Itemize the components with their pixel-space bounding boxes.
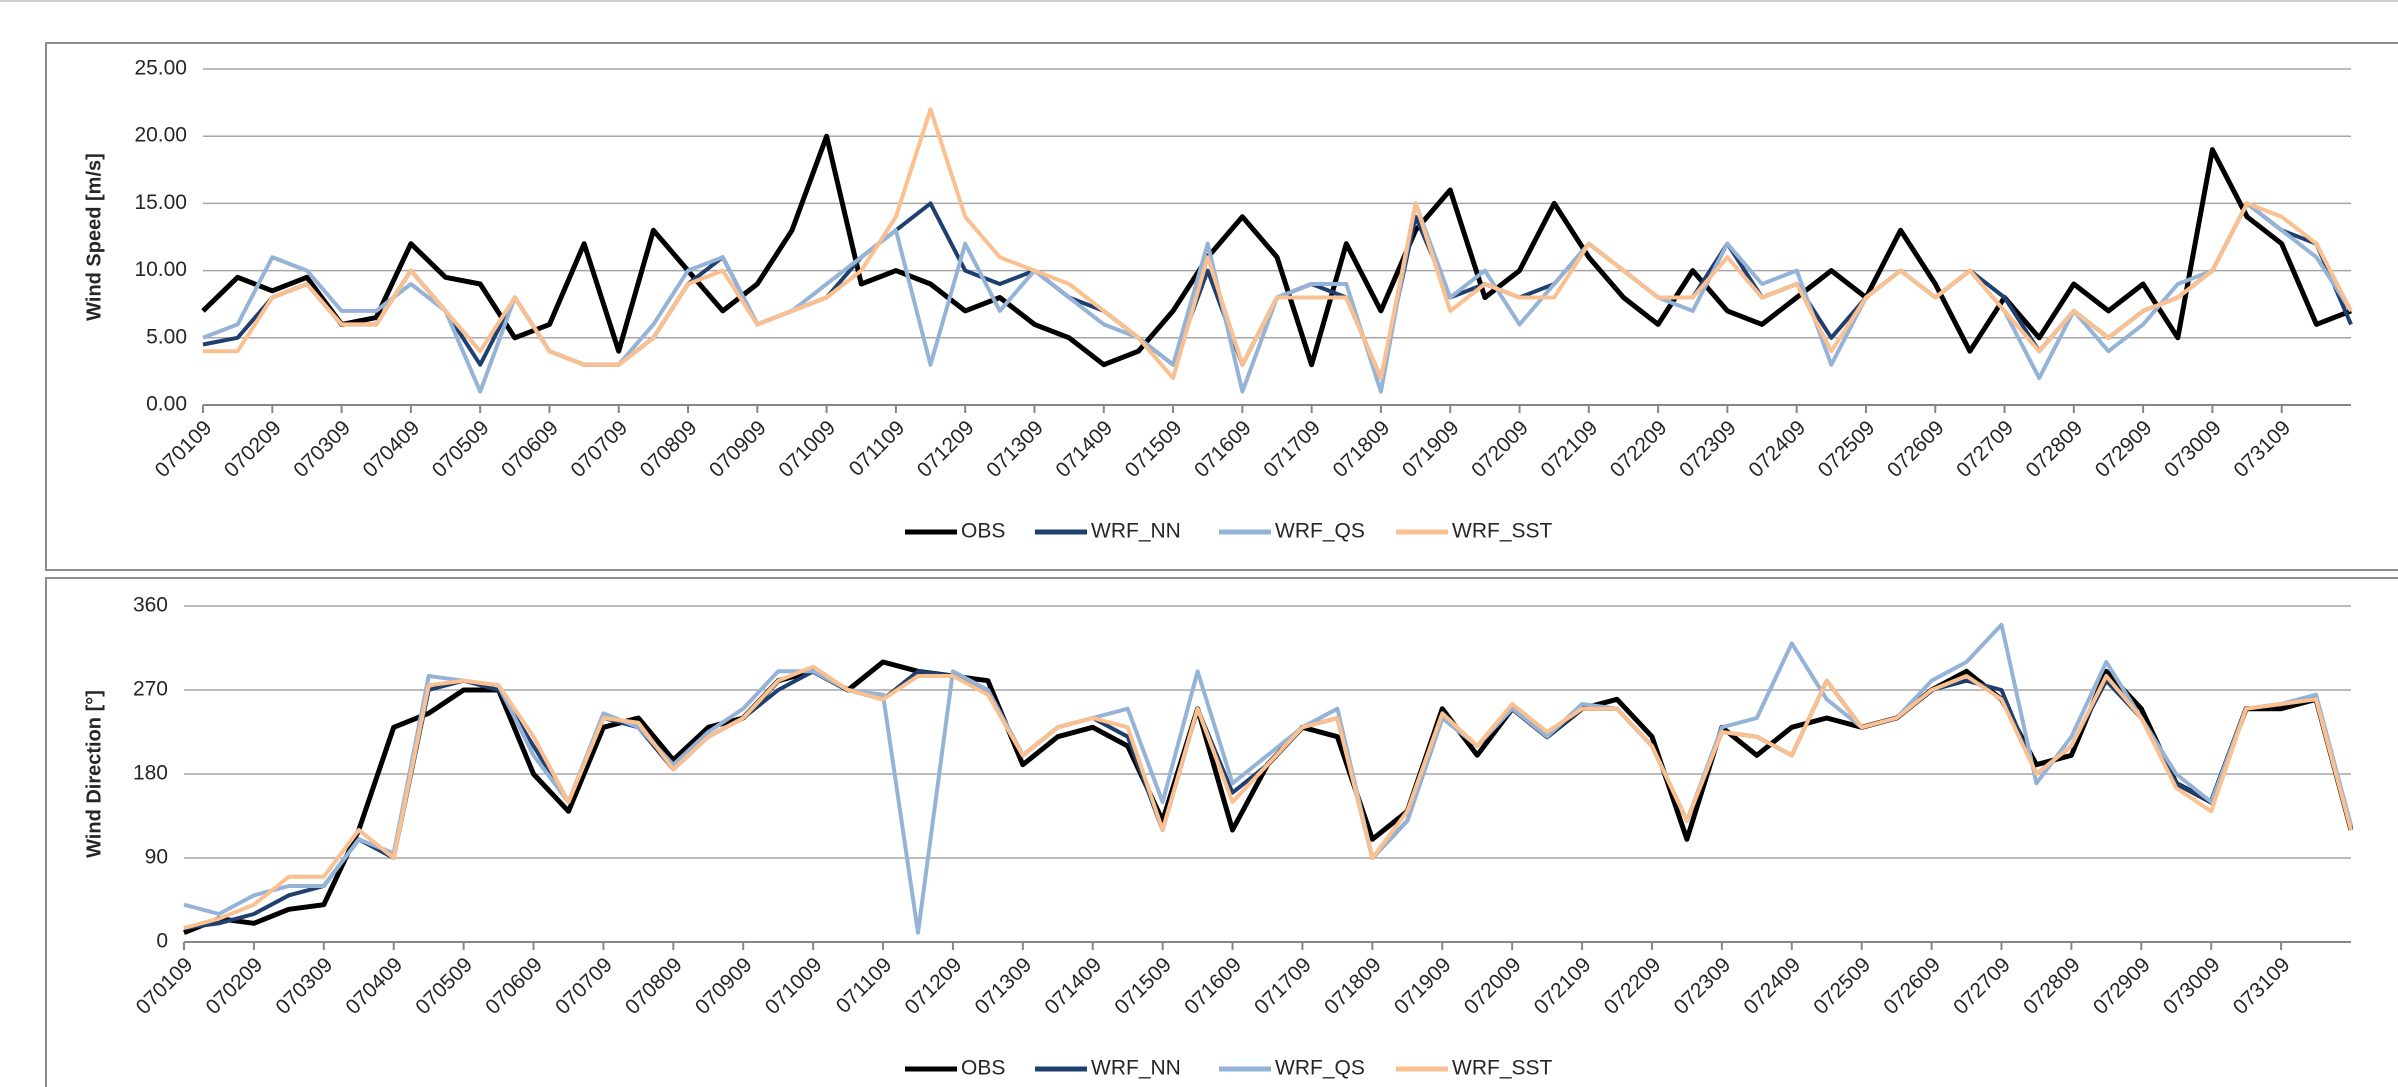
y-tick-label: 360: [133, 594, 168, 617]
series-line: [201, 133, 2352, 368]
panel-border: [45, 577, 2398, 1087]
y-axis-title: Wind Direction [°]: [83, 690, 105, 858]
y-tick-label: 0.00: [146, 393, 187, 416]
legend-label: WRF_NN: [1091, 520, 1181, 543]
legend-label: OBS: [961, 520, 1005, 543]
legend-label: WRF_QS: [1275, 1057, 1365, 1080]
legend-label: WRF_QS: [1275, 520, 1365, 543]
y-tick-label: 180: [133, 762, 168, 785]
y-axis-title: Wind Speed [m/s]: [83, 153, 105, 321]
series-line: [183, 622, 2353, 935]
y-tick-label: 20.00: [134, 124, 187, 147]
y-tick-label: 0: [156, 930, 168, 953]
y-tick-label: 5.00: [146, 325, 187, 348]
legend-label: WRF_SST: [1452, 1057, 1553, 1080]
legend-label: WRF_SST: [1452, 520, 1553, 543]
y-tick-label: 15.00: [134, 191, 187, 214]
legend-label: OBS: [961, 1057, 1005, 1080]
panel-border: [45, 42, 2398, 571]
y-tick-label: 25.00: [134, 57, 187, 80]
y-tick-label: 10.00: [134, 258, 187, 281]
y-tick-label: 270: [133, 678, 168, 701]
series-line: [203, 107, 2353, 381]
y-tick-label: 90: [145, 846, 168, 869]
series-line: [183, 664, 2353, 930]
legend-label: WRF_NN: [1091, 1057, 1181, 1080]
